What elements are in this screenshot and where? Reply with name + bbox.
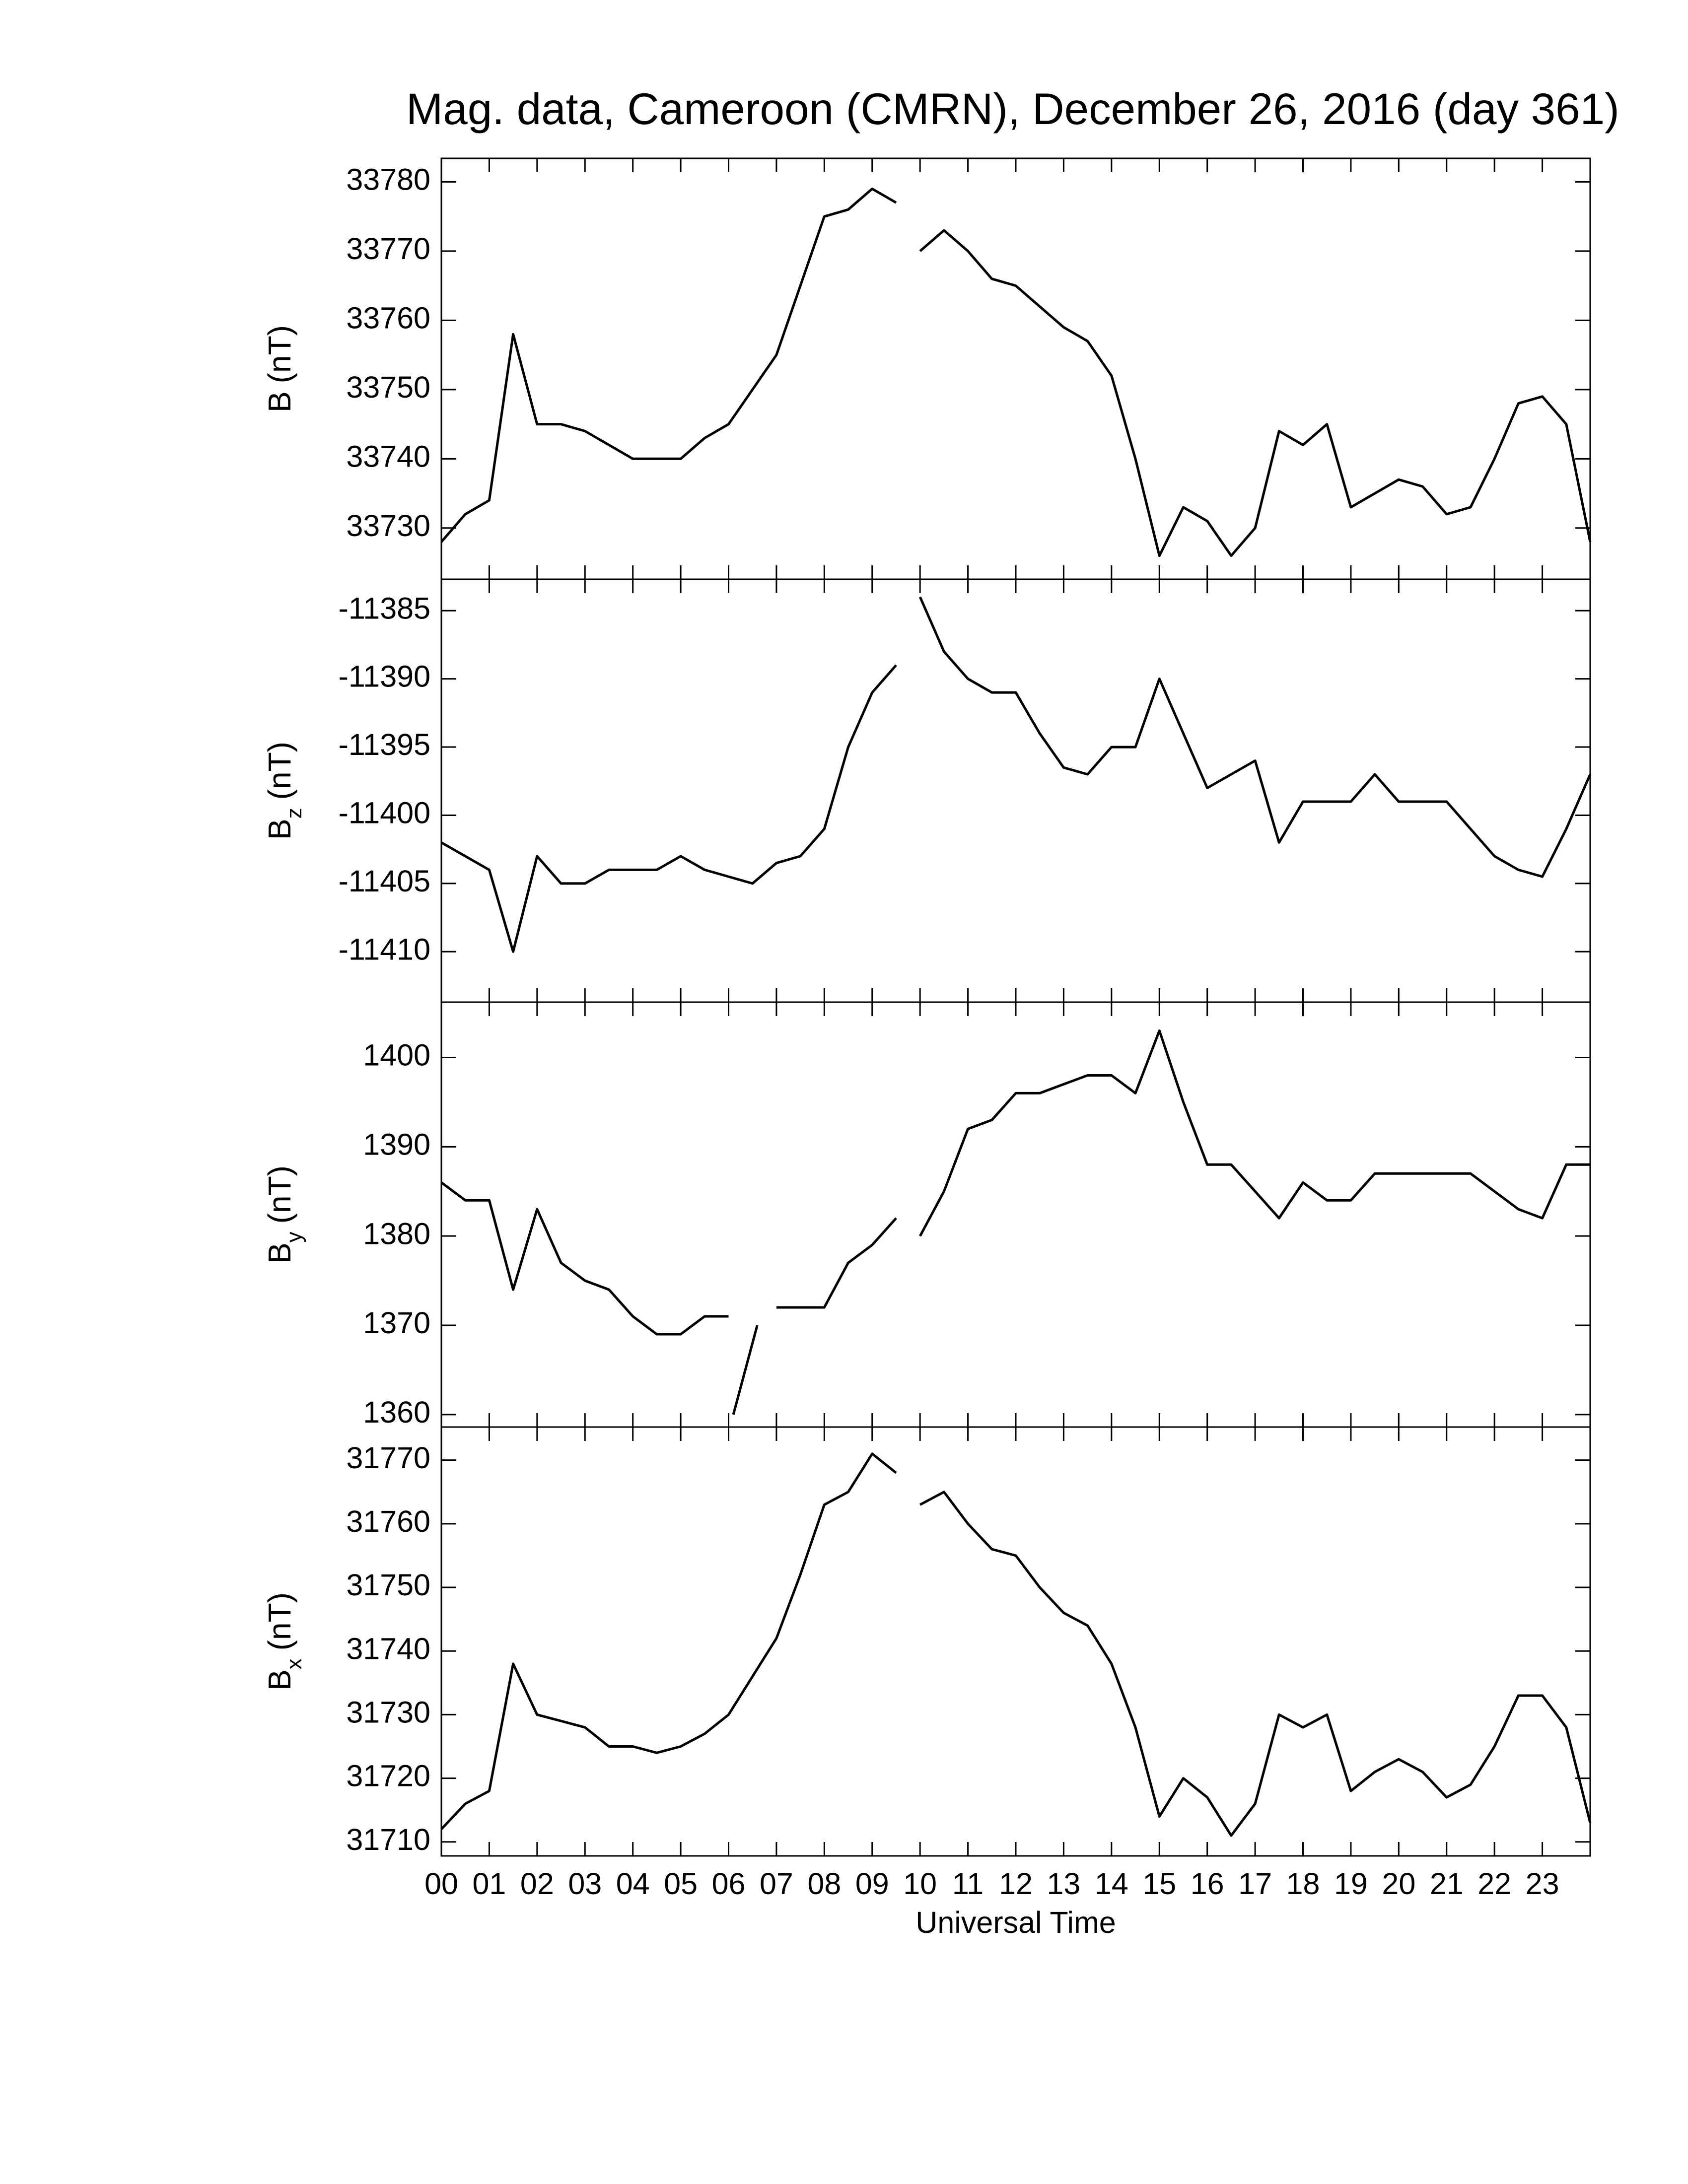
y-label-sub: z — [282, 808, 306, 819]
x-tick-label: 23 — [1526, 1867, 1559, 1901]
y-tick-label: 31740 — [346, 1632, 430, 1665]
y-label-main: B — [262, 391, 297, 412]
y-axis-label: By (nT) — [262, 1165, 306, 1264]
y-tick-label: 1400 — [363, 1038, 430, 1072]
y-tick-label: -11395 — [339, 728, 430, 761]
x-tick-label: 08 — [807, 1867, 841, 1901]
x-tick-label: 18 — [1286, 1867, 1320, 1901]
x-tick-label: 17 — [1238, 1867, 1272, 1901]
y-tick-label: 1380 — [363, 1217, 430, 1250]
y-label-unit: (nT) — [262, 742, 297, 800]
plot-frame — [440, 157, 1591, 580]
x-tick-label: 00 — [424, 1867, 458, 1901]
y-tick-label: 33770 — [346, 232, 430, 266]
y-tick-label: 31720 — [346, 1759, 430, 1793]
x-tick-label: 21 — [1430, 1867, 1464, 1901]
y-tick-label: -11390 — [339, 660, 430, 693]
y-label-main: B — [262, 819, 297, 840]
y-tick-label: 33760 — [346, 301, 430, 335]
y-tick-label: 1390 — [363, 1127, 430, 1161]
x-tick-label: 01 — [472, 1867, 506, 1901]
data-line — [440, 1452, 1592, 1837]
y-label-unit: (nT) — [262, 1165, 297, 1224]
y-label-unit: (nT) — [262, 325, 297, 383]
y-tick-label: 33740 — [346, 439, 430, 473]
y-tick-label: -11405 — [339, 864, 430, 898]
data-line — [440, 187, 1592, 557]
y-tick-label: 33750 — [346, 370, 430, 404]
y-tick-label: -11410 — [339, 932, 430, 966]
x-tick-label: 12 — [999, 1867, 1033, 1901]
y-axis-label: Bz (nT) — [262, 742, 306, 840]
x-tick-label: 05 — [664, 1867, 698, 1901]
x-tick-label: 16 — [1191, 1867, 1224, 1901]
y-axis-label: Bx (nT) — [262, 1592, 306, 1691]
data-line — [440, 596, 1592, 953]
x-tick-label: 02 — [520, 1867, 554, 1901]
y-tick-label: 33780 — [346, 163, 430, 197]
plot-frame — [440, 1001, 1591, 1428]
y-tick-label: 1360 — [363, 1395, 430, 1429]
y-tick-label: -11400 — [339, 796, 430, 830]
y-tick-label: 31730 — [346, 1696, 430, 1729]
y-label-unit: (nT) — [262, 1592, 297, 1650]
x-tick-label: 19 — [1334, 1867, 1368, 1901]
x-tick-label: 03 — [568, 1867, 602, 1901]
y-label-main: B — [262, 1242, 297, 1264]
y-tick-label: 33730 — [346, 509, 430, 543]
x-tick-label: 07 — [760, 1867, 793, 1901]
x-tick-label: 14 — [1095, 1867, 1128, 1901]
data-line — [440, 1029, 1590, 1415]
y-label-main: B — [262, 1669, 297, 1691]
x-axis-label: Universal Time — [915, 1906, 1116, 1939]
plot-frame — [440, 1426, 1591, 1857]
x-tick-label: 22 — [1477, 1867, 1511, 1901]
y-tick-label: 31750 — [346, 1568, 430, 1602]
y-tick-label: 31770 — [346, 1441, 430, 1475]
chart-title: Mag. data, Cameroon (CMRN), December 26,… — [406, 84, 1619, 134]
x-tick-label: 10 — [903, 1867, 937, 1901]
y-tick-label: 31710 — [346, 1823, 430, 1856]
y-tick-label: 31760 — [346, 1504, 430, 1538]
y-tick-label: 1370 — [363, 1306, 430, 1340]
x-tick-label: 13 — [1047, 1867, 1080, 1901]
y-tick-label: -11385 — [339, 591, 430, 625]
y-axis-label: B (nT) — [262, 325, 297, 412]
x-tick-label: 15 — [1142, 1867, 1176, 1901]
y-label-sub: x — [282, 1658, 306, 1669]
x-tick-label: 09 — [855, 1867, 889, 1901]
x-tick-label: 20 — [1382, 1867, 1415, 1901]
plot-frame — [440, 578, 1591, 1003]
x-tick-label: 11 — [952, 1867, 984, 1901]
x-tick-label: 04 — [616, 1867, 650, 1901]
y-label-sub: y — [282, 1231, 306, 1242]
x-tick-label: 06 — [712, 1867, 746, 1901]
